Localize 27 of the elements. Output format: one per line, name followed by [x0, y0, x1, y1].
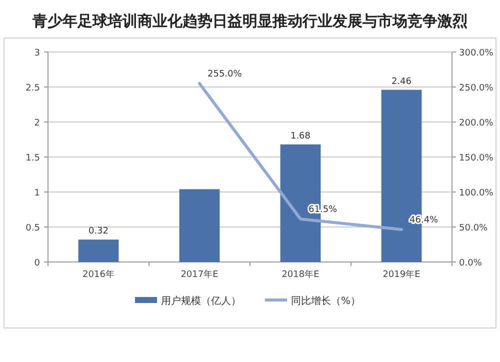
x-tick-label: 2016年	[82, 269, 114, 280]
y-tick-label: 2	[34, 118, 40, 128]
y2-tick-label: 150.0%	[459, 154, 494, 164]
legend-label: 用户规模（亿人）	[161, 295, 241, 307]
y-tick-label: 3	[34, 48, 40, 58]
bar	[78, 240, 119, 262]
y2-tick-label: 0.0%	[459, 258, 482, 268]
y2-tick-label: 200.0%	[459, 118, 494, 128]
y-tick-label: 0	[34, 258, 40, 268]
y2-tick-label: 50.0%	[459, 224, 488, 234]
data-label: 1.68	[290, 131, 311, 142]
y2-tick-label: 100.0%	[459, 188, 494, 198]
y-tick-label: 1.5	[26, 154, 40, 164]
data-label: 2.46	[391, 76, 412, 87]
x-tick-label: 2019年E	[382, 269, 421, 280]
data-label: 255.0%	[208, 70, 242, 80]
data-label: 0.32	[88, 226, 109, 237]
legend-label: 同比增长（%）	[291, 295, 361, 307]
x-tick-label: 2018年E	[282, 269, 320, 280]
y2-tick-label: 300.0%	[459, 48, 494, 58]
y-tick-label: 0.5	[26, 224, 40, 234]
y2-tick-label: 250.0%	[459, 84, 494, 94]
y-tick-label: 2.5	[26, 84, 40, 94]
y-tick-label: 1	[34, 188, 40, 198]
bar	[179, 189, 220, 262]
x-tick-label: 2017年E	[180, 269, 219, 280]
chart-title: 青少年足球培训商业化趋势日益明显推动行业发展与市场竞争激烈	[32, 12, 468, 30]
